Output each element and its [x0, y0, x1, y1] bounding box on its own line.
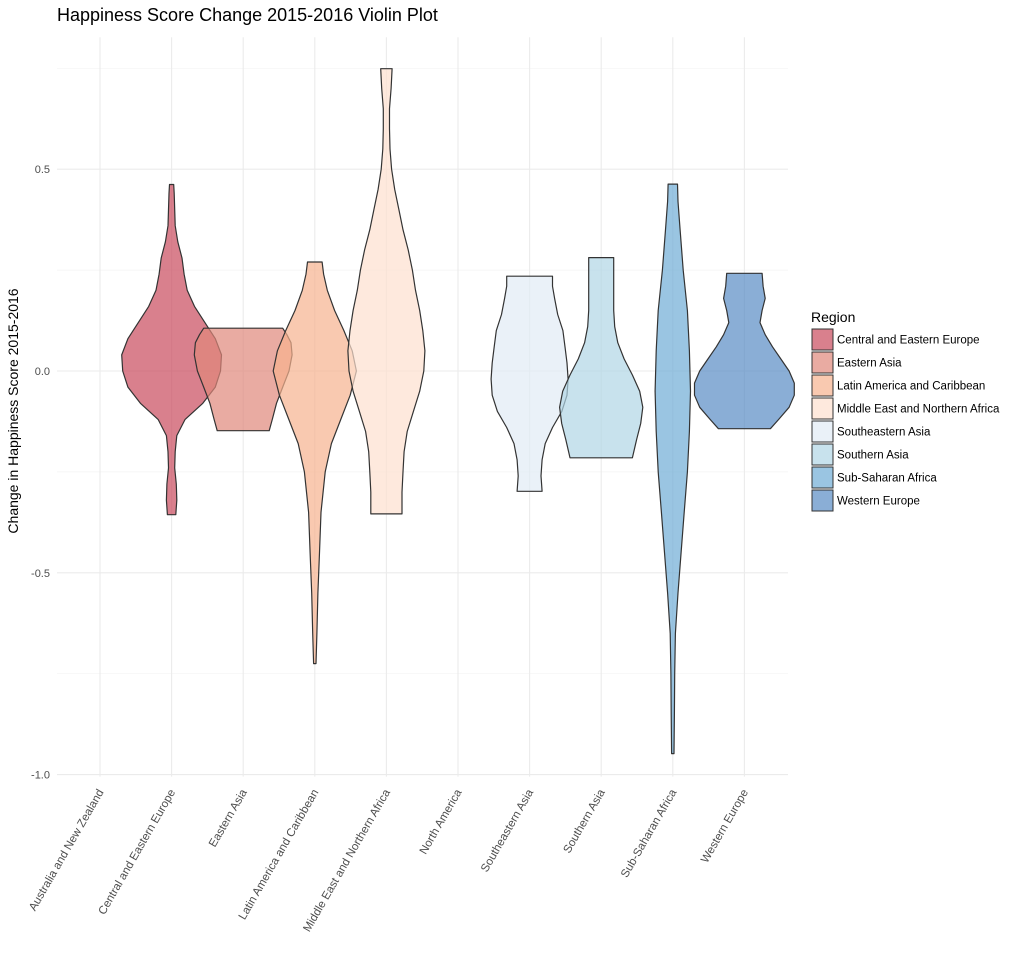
legend: Region Central and Eastern Europe Eastern… — [811, 309, 1000, 512]
legend-label: Southeastern Asia — [837, 427, 931, 439]
legend-key — [811, 420, 834, 443]
legend-key — [811, 489, 834, 512]
legend-key — [811, 374, 834, 397]
x-tick-label: Southeastern Asia — [479, 787, 536, 874]
legend-key — [811, 351, 834, 374]
legend-key — [811, 397, 834, 420]
y-tick-label: -0.5 — [31, 568, 50, 580]
violin-southeastern-asia — [490, 275, 569, 492]
legend-key — [811, 466, 834, 489]
y-tick-label: -1.0 — [31, 770, 50, 782]
x-tick-label: Western Europe — [699, 788, 751, 866]
x-tick-label: North America — [418, 787, 465, 857]
y-axis-label: Change in Happiness Score 2015-2016 — [5, 288, 21, 533]
legend-label: Sub-Saharan Africa — [837, 473, 937, 485]
violin-sub-saharan-africa — [654, 183, 692, 755]
legend-label: Western Europe — [837, 496, 920, 508]
violin-western-europe — [693, 272, 795, 430]
chart-title: Happiness Score Change 2015-2016 Violin … — [57, 5, 438, 25]
y-axis-ticks: -1.0 -0.5 0.0 0.5 — [31, 164, 50, 781]
violin-middle-east-and-northern-africa — [347, 68, 426, 515]
x-tick-label: Eastern Asia — [207, 787, 250, 849]
legend-key — [811, 328, 834, 351]
y-tick-label: 0.0 — [35, 366, 50, 378]
x-tick-label: Australia and New Zealand — [27, 788, 106, 914]
x-tick-label: Sub-Saharan Africa — [619, 787, 680, 880]
violin-southern-asia — [559, 257, 644, 459]
x-tick-label: Latin America and Caribbean — [237, 788, 322, 922]
violin-eastern-asia — [193, 327, 293, 432]
x-tick-label: Southern Asia — [562, 787, 608, 856]
legend-label: Eastern Asia — [837, 358, 902, 370]
violin-latin-america-and-caribbean — [272, 261, 357, 665]
x-tick-label: Central and Eastern Europe — [97, 788, 179, 917]
legend-key — [811, 443, 834, 466]
legend-label: Middle East and Northern Africa — [837, 404, 1000, 416]
legend-title: Region — [811, 309, 855, 325]
y-tick-label: 0.5 — [35, 164, 50, 176]
x-tick-label: Middle East and Northern Africa — [301, 787, 393, 934]
legend-label: Latin America and Caribbean — [837, 381, 985, 393]
legend-label: Southern Asia — [837, 450, 909, 462]
violin-central-and-eastern-europe — [121, 183, 223, 516]
legend-label: Central and Eastern Europe — [837, 335, 980, 347]
violin-layer — [121, 68, 795, 755]
